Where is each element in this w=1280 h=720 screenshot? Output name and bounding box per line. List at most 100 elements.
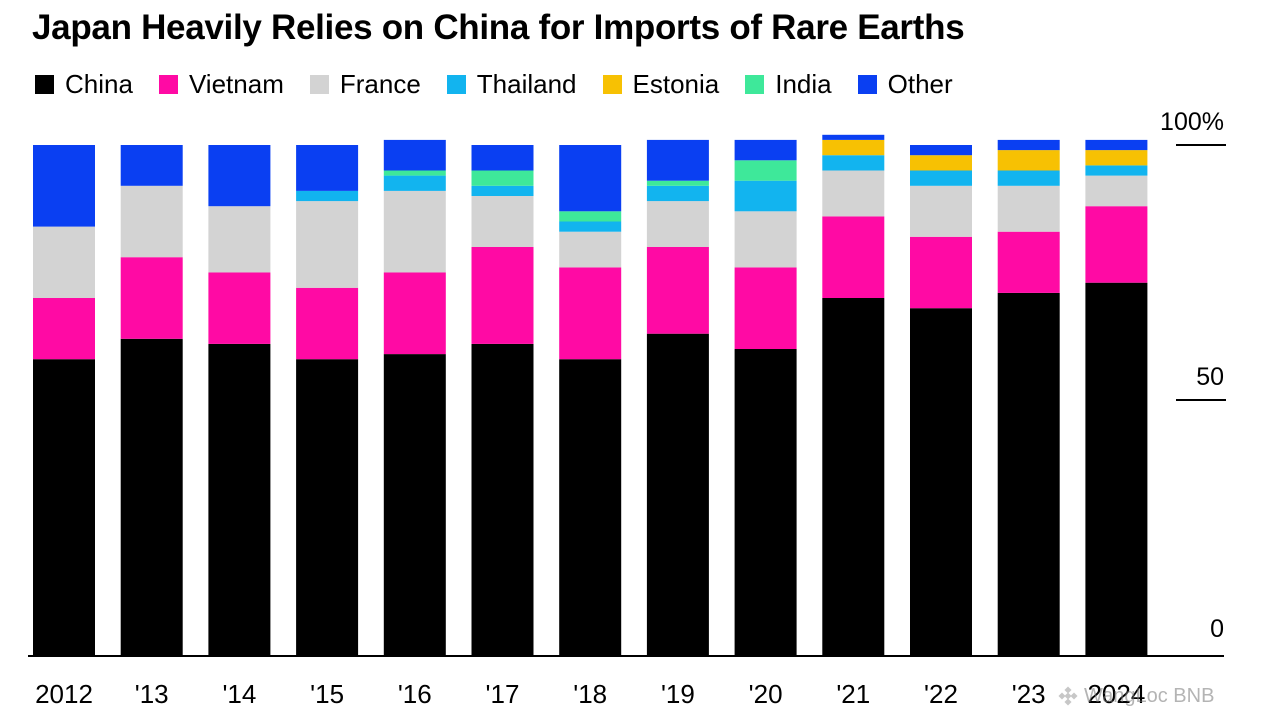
- bar-segment-other: [734, 139, 797, 161]
- y-tick-label: 0: [1210, 615, 1224, 643]
- bar-segment-other: [471, 145, 534, 171]
- bar-segment-china: [208, 343, 271, 655]
- bar-segment-china: [383, 354, 446, 655]
- legend-swatch: [857, 74, 877, 94]
- bar-segment-vietnam: [1085, 206, 1148, 283]
- legend-item-vietnam: Vietnam: [158, 68, 284, 100]
- bar-segment-china: [33, 359, 95, 655]
- x-tick-label: '20: [749, 679, 783, 709]
- bar-segment-thailand: [734, 180, 797, 212]
- chart-title: Japan Heavily Relies on China for Import…: [32, 8, 965, 47]
- legend-item-thailand: Thailand: [446, 69, 577, 100]
- bar-segment-vietnam: [646, 247, 709, 334]
- legend-swatch: [446, 74, 466, 94]
- bar-segment-thailand: [822, 155, 885, 171]
- bar-segment-france: [997, 185, 1060, 232]
- bar-segment-france: [646, 201, 709, 247]
- bar-segment-france: [822, 170, 885, 217]
- bar-segment-vietnam: [910, 236, 972, 309]
- bar-segment-china: [120, 338, 183, 655]
- watermark: WangLoc BNB: [1058, 681, 1278, 711]
- bar-segment-india: [471, 170, 534, 186]
- bar-segment-china: [296, 359, 359, 655]
- bar-segment-china: [1085, 282, 1148, 655]
- bar-segment-india: [559, 211, 622, 222]
- legend-item-estonia: Estonia: [602, 68, 720, 100]
- bar-segment-thailand: [471, 185, 534, 196]
- legend-label: Estonia: [632, 68, 720, 99]
- bar-segment-other: [646, 139, 709, 181]
- bar-segment-india: [383, 170, 446, 176]
- bar-segment-vietnam: [471, 247, 534, 344]
- x-tick-label: '17: [486, 679, 520, 709]
- legend-item-other: Other: [857, 68, 953, 100]
- bar-segment-estonia: [822, 139, 885, 156]
- legend-label: Vietnam: [188, 68, 284, 99]
- bar-segment-thailand: [559, 221, 622, 232]
- bar-segment-china: [471, 343, 534, 655]
- bar-segment-thailand: [296, 190, 359, 202]
- bar-segment-vietnam: [296, 287, 359, 360]
- bar-segment-vietnam: [559, 267, 622, 360]
- x-tick-label: '22: [924, 679, 958, 709]
- bar-segment-china: [559, 359, 622, 655]
- bar-segment-france: [296, 201, 359, 288]
- bar-segment-estonia: [1085, 150, 1148, 166]
- bar-segment-france: [383, 190, 446, 273]
- bar-segment-estonia: [997, 150, 1060, 171]
- x-tick-label: '13: [135, 679, 169, 709]
- legend-swatch: [158, 74, 178, 94]
- bar-segment-vietnam: [383, 272, 446, 355]
- bar-segment-china: [734, 349, 797, 655]
- legend-swatch: [745, 74, 765, 94]
- y-tick-label: 50: [1196, 363, 1224, 391]
- bar-segment-thailand: [646, 185, 709, 202]
- bar-segment-vietnam: [997, 231, 1060, 293]
- legend-item-china: China: [35, 69, 133, 100]
- bar-segment-estonia: [910, 155, 972, 171]
- bar-segment-france: [1085, 175, 1148, 207]
- x-tick-label: 2024: [1087, 679, 1145, 709]
- bar-segment-vietnam: [734, 267, 797, 349]
- bar-segment-other: [120, 145, 183, 186]
- y-tick-label: 100%: [1160, 108, 1224, 136]
- bar-segment-india: [646, 180, 709, 186]
- bar-segment-other: [296, 145, 359, 191]
- x-tick-label: '16: [398, 679, 432, 709]
- bar-segment-other: [997, 139, 1060, 151]
- bar-segment-france: [559, 231, 622, 268]
- legend-swatch: [35, 74, 54, 94]
- x-tick-label: '21: [836, 679, 870, 709]
- bar-segment-vietnam: [208, 272, 271, 344]
- bar-segment-france: [120, 185, 183, 258]
- bar-segment-other: [822, 134, 885, 140]
- bar-segment-thailand: [910, 170, 972, 186]
- bar-segment-vietnam: [822, 216, 885, 298]
- bar-segment-france: [734, 211, 797, 268]
- legend-item-india: India: [745, 68, 832, 100]
- legend-swatch: [309, 74, 329, 94]
- binance-logo-icon: [1058, 686, 1078, 706]
- bar-segment-other: [1085, 139, 1148, 151]
- bar-segment-other: [33, 145, 95, 227]
- x-tick-label: '15: [310, 679, 344, 709]
- bar-segment-thailand: [1085, 165, 1148, 176]
- bar-segment-vietnam: [120, 257, 183, 339]
- legend-label: India: [775, 68, 832, 99]
- chart-legend: China Vietnam France Thailand Estonia India Ot…: [35, 68, 979, 100]
- bar-segment-thailand: [383, 175, 446, 191]
- bar-segment-france: [910, 185, 972, 237]
- x-tick-label: '19: [661, 679, 695, 709]
- legend-item-france: France: [309, 68, 421, 100]
- bar-segment-other: [383, 139, 446, 171]
- x-tick-label: '23: [1012, 679, 1046, 709]
- x-tick-label: 2012: [35, 679, 93, 709]
- bar-segment-china: [910, 308, 972, 655]
- legend-label: France: [339, 68, 421, 99]
- bar-segment-thailand: [997, 170, 1060, 186]
- legend-label: Other: [887, 68, 953, 99]
- watermark-text: WangLoc BNB: [1084, 684, 1215, 707]
- bar-segment-other: [559, 145, 622, 212]
- x-tick-label: '14: [222, 679, 256, 709]
